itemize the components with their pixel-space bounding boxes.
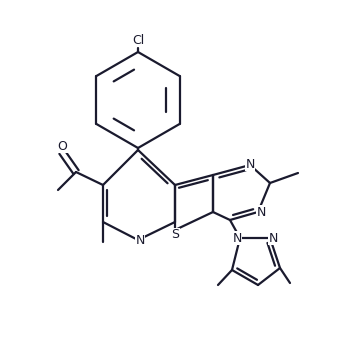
Text: S: S (171, 228, 179, 241)
Text: N: N (268, 232, 278, 245)
Text: Cl: Cl (132, 33, 144, 46)
Text: N: N (256, 206, 266, 219)
Text: N: N (245, 157, 255, 170)
Text: N: N (232, 232, 242, 245)
Text: O: O (57, 139, 67, 152)
Text: N: N (135, 233, 145, 246)
